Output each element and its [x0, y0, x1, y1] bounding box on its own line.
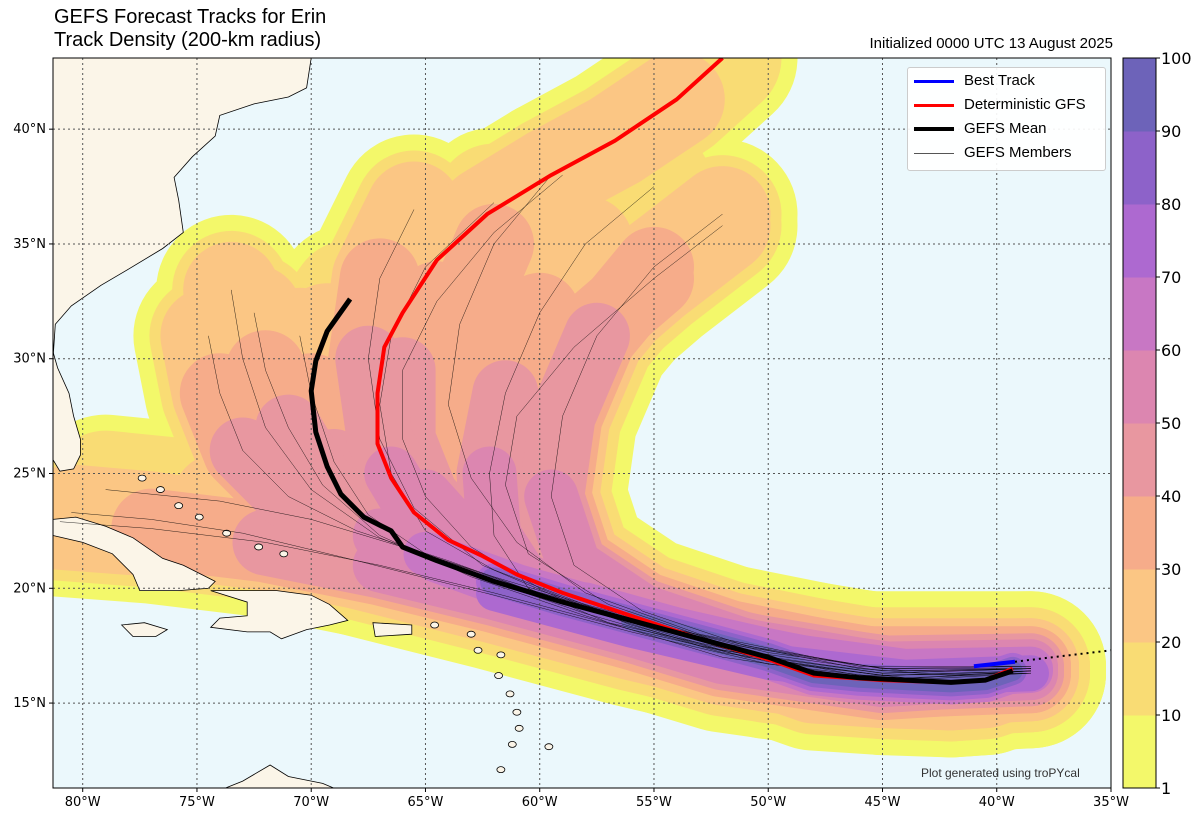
colorbar-segment [1123, 569, 1156, 643]
island [544, 743, 554, 751]
colorbar-tick-label: 10 [1161, 706, 1181, 725]
gefs-member-track [71, 512, 1032, 681]
initialized-time: Initialized 0000 UTC 13 August 2025 [869, 35, 1114, 52]
colorbar-tick-label: 1 [1161, 779, 1171, 798]
title-line-1: GEFS Forecast Tracks for Erin [54, 6, 327, 28]
legend-best-track: Best Track [908, 70, 1105, 92]
legend-label: GEFS Members [964, 144, 1072, 161]
best-track [973, 659, 1016, 669]
colorbar: 1 10 20 30 40 50 60 70 80 90 100 [1122, 49, 1192, 798]
island [507, 740, 517, 748]
colorbar-segment [1123, 277, 1156, 351]
main-tracks [308, 58, 1111, 685]
legend-swatch-members [914, 153, 954, 154]
best-track-extension [1014, 649, 1111, 663]
island [194, 513, 204, 521]
colorbar-tick-label: 40 [1161, 487, 1181, 506]
lon-tick-label: 35°W [1093, 795, 1129, 810]
colorbar-tick-label: 20 [1161, 633, 1181, 652]
florida [53, 351, 81, 472]
island [430, 621, 440, 629]
lon-tick-label: 60°W [522, 795, 558, 810]
island [512, 708, 522, 716]
island [137, 474, 147, 482]
legend-gefs-members: GEFS Members [908, 142, 1105, 164]
gefs-member-track [368, 209, 1032, 674]
lon-tick-label: 80°W [65, 795, 101, 810]
lon-tick-label: 50°W [750, 795, 786, 810]
lat-tick-label: 30°N [13, 352, 46, 367]
jamaica [120, 622, 169, 637]
lon-tick-label: 45°W [865, 795, 901, 810]
legend-gefs-mean: GEFS Mean [908, 118, 1105, 140]
lon-tick-label: 70°W [293, 795, 329, 810]
lat-tick-label: 25°N [13, 467, 46, 482]
gefs-member-track [448, 174, 1031, 667]
colorbar-tick-label: 70 [1161, 268, 1181, 287]
colorbar-tick-label: 50 [1161, 414, 1181, 433]
colorbar-tick-label: 60 [1161, 341, 1181, 360]
colorbar-segment [1123, 350, 1156, 424]
island [505, 690, 515, 698]
lon-tick-label: 75°W [179, 795, 215, 810]
latitude-ticks: 15°N 20°N 25°N 30°N 35°N 40°N [13, 122, 53, 711]
north-america [53, 58, 312, 359]
landmass [53, 58, 554, 788]
island [155, 486, 165, 493]
colorbar-tick-label: 90 [1161, 122, 1181, 141]
colorbar-segment [1123, 715, 1156, 789]
legend-swatch-best-track [914, 80, 954, 83]
hispaniola [209, 590, 349, 640]
island [466, 630, 476, 638]
title-line-2: Track Density (200-km radius) [54, 29, 322, 51]
colorbar-segment [1123, 204, 1156, 278]
island [494, 672, 503, 679]
legend-label: Deterministic GFS [964, 96, 1086, 113]
legend-deterministic-gfs: Deterministic GFS [908, 94, 1105, 116]
island [514, 724, 524, 732]
colorbar-tick-label: 100 [1161, 49, 1192, 68]
gefs-member-track [489, 186, 1032, 672]
island [279, 550, 289, 558]
island [496, 766, 506, 774]
colorbar-segment [1123, 642, 1156, 716]
colorbar-segment [1123, 58, 1156, 132]
lat-tick-label: 40°N [13, 122, 46, 137]
south-america [53, 764, 335, 788]
lat-lon-grid [53, 58, 1111, 788]
colorbar-segment [1123, 496, 1156, 570]
credit-text: Plot generated using troPYcal [921, 766, 1080, 780]
island [473, 646, 483, 654]
island [254, 543, 264, 551]
colorbar-tick-label: 30 [1161, 560, 1181, 579]
legend-swatch-mean [914, 127, 954, 131]
gefs-member-track [505, 225, 1031, 669]
lat-tick-label: 35°N [13, 237, 46, 252]
puerto-rico [372, 622, 413, 637]
island [222, 529, 232, 537]
legend-label: GEFS Mean [964, 120, 1047, 137]
legend-label: Best Track [964, 72, 1035, 89]
lon-tick-label: 55°W [636, 795, 672, 810]
lon-tick-label: 65°W [408, 795, 444, 810]
colorbar-segment [1123, 131, 1156, 205]
lat-tick-label: 20°N [13, 581, 46, 596]
gefs-mean-track [308, 297, 1014, 685]
island [496, 651, 506, 659]
lat-tick-label: 15°N [13, 696, 46, 711]
island [174, 502, 184, 510]
map-frame [52, 57, 1112, 789]
colorbar-segment [1123, 423, 1156, 497]
plot-title: GEFS Forecast Tracks for Erin Track Dens… [54, 6, 326, 52]
longitude-ticks: 80°W 75°W 70°W 65°W 60°W 55°W 50°W 45°W 40°W 35°W [65, 788, 1129, 810]
legend: Best Track Deterministic GFS GEFS Mean G… [907, 67, 1106, 171]
lon-tick-label: 40°W [979, 795, 1015, 810]
colorbar-tick-label: 80 [1161, 195, 1181, 214]
legend-swatch-gfs [914, 104, 954, 107]
